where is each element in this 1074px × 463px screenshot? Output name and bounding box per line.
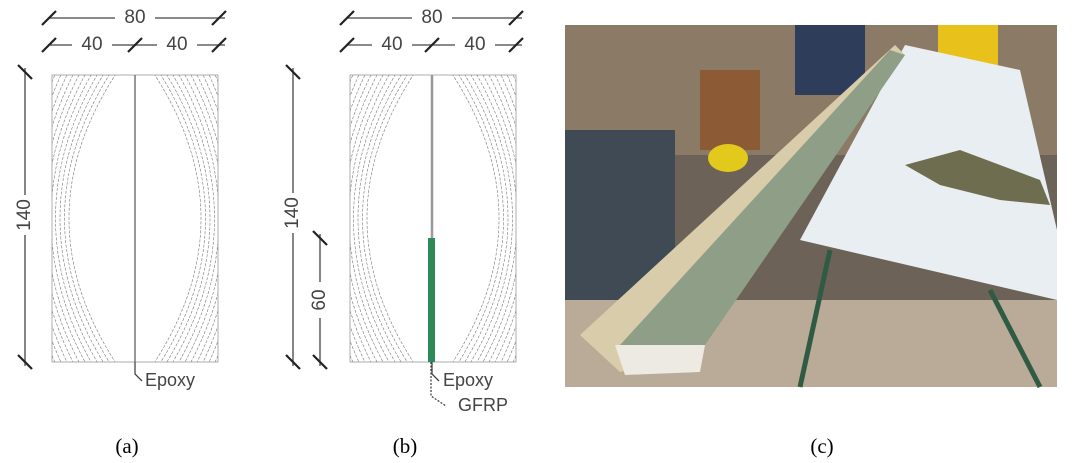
grain-line [439, 55, 499, 382]
cabinet [700, 70, 760, 150]
grain-line [56, 55, 110, 382]
grain-line [33, 55, 77, 382]
dimension-label: 80 [124, 7, 145, 28]
grain-line [459, 55, 513, 382]
grain-line [452, 55, 508, 382]
dimension-label: 40 [381, 34, 402, 55]
photo: (c) [565, 25, 1057, 458]
compressor [708, 144, 748, 172]
grain-line [154, 55, 210, 382]
grain-line [174, 55, 224, 382]
grain-line [472, 55, 522, 382]
material-label: Epoxy [443, 370, 493, 390]
grain-line [309, 55, 343, 382]
grain-line [161, 55, 215, 382]
grain-line [504, 55, 544, 382]
gfrp-strip [428, 238, 435, 362]
grain-line [340, 55, 388, 382]
grain-line [491, 55, 535, 382]
dimension-label: 80 [421, 7, 442, 28]
grain-line [65, 55, 123, 382]
grain-line [478, 55, 526, 382]
dimension-label: 40 [81, 34, 102, 55]
grain-line [167, 55, 219, 382]
grain-line [363, 55, 421, 382]
grain-line [193, 55, 237, 382]
material-label: GFRP [458, 395, 508, 415]
caption: (c) [810, 434, 833, 458]
grain-line [313, 55, 349, 382]
leader-line [432, 362, 439, 381]
grain-line [517, 55, 553, 382]
grain-line [180, 55, 228, 382]
caption: (a) [115, 434, 138, 458]
grain-line [226, 55, 260, 382]
grain-line [148, 55, 206, 382]
grain-line [465, 55, 517, 382]
grain-line [349, 55, 401, 382]
grain-line [524, 55, 558, 382]
grain-line [51, 55, 103, 382]
dimension-label: 60 [309, 289, 330, 310]
grain-line [446, 55, 504, 382]
grain-line [206, 55, 246, 382]
grain-line [219, 55, 255, 382]
grain-line [345, 55, 395, 382]
material-label: Epoxy [145, 370, 195, 390]
leader-line [135, 362, 142, 381]
panel-b: 80 40 40 140 60 Epoxy GFRP (b) [281, 6, 558, 458]
grain-line [331, 55, 375, 382]
dimension-label: 40 [464, 34, 485, 55]
grain-line [322, 55, 362, 382]
grain-line [141, 55, 201, 382]
caption: (b) [393, 434, 418, 458]
dimension-label: 140 [282, 197, 303, 229]
grain-line [42, 55, 90, 382]
grain-line [69, 55, 129, 382]
grain-line [47, 55, 97, 382]
grain-line [367, 55, 427, 382]
grain-line [60, 55, 116, 382]
beam-end [615, 345, 705, 375]
grain-line [358, 55, 414, 382]
dimension-label: 140 [14, 199, 35, 231]
figure: 80 40 40 140 Epoxy (a) 80 40 40 [0, 0, 1074, 463]
dimension-label: 40 [166, 34, 187, 55]
grain-line [354, 55, 408, 382]
panel-a: 80 40 40 140 Epoxy (a) [11, 6, 260, 458]
